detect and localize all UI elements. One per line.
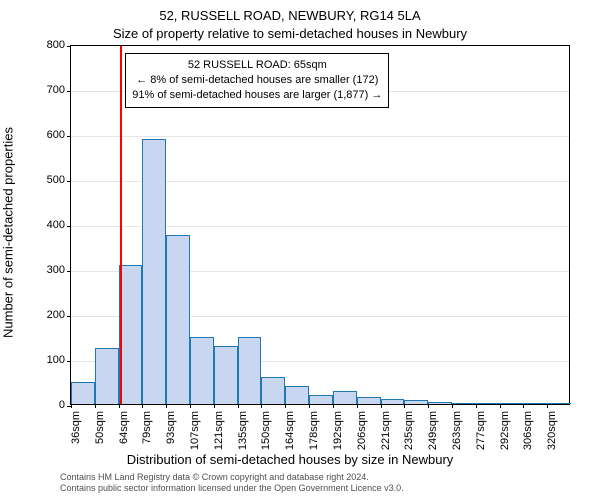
histogram-bar [71, 382, 95, 404]
xtick-mark [119, 404, 120, 408]
histogram-bar [523, 403, 547, 404]
xtick-label: 320sqm [546, 411, 558, 450]
xtick-label: 277sqm [475, 411, 487, 450]
xtick-mark [238, 404, 239, 408]
xtick-label: 64sqm [118, 411, 130, 444]
xtick-label: 164sqm [284, 411, 296, 450]
x-axis-label: Distribution of semi-detached houses by … [0, 452, 580, 467]
xtick-mark [309, 404, 310, 408]
xtick-label: 292sqm [499, 411, 511, 450]
ytick-label: 500 [15, 174, 65, 186]
histogram-bar [142, 139, 166, 405]
xtick-mark [547, 404, 548, 408]
histogram-bar [309, 395, 333, 404]
xtick-label: 206sqm [356, 411, 368, 450]
xtick-mark [500, 404, 501, 408]
xtick-mark [214, 404, 215, 408]
ytick-mark [67, 226, 71, 227]
xtick-mark [476, 404, 477, 408]
ytick-label: 800 [15, 39, 65, 51]
xtick-label: 178sqm [308, 411, 320, 450]
ytick-label: 300 [15, 264, 65, 276]
histogram-bar [95, 348, 119, 404]
histogram-bar [285, 386, 309, 404]
histogram-bar [119, 265, 143, 404]
xtick-mark [404, 404, 405, 408]
xtick-mark [357, 404, 358, 408]
histogram-bar [214, 346, 238, 405]
subject-property-marker [120, 46, 122, 404]
ytick-label: 0 [15, 399, 65, 411]
histogram-bar [547, 403, 571, 404]
annotation-line: ← 8% of semi-detached houses are smaller… [132, 73, 382, 88]
xtick-label: 249sqm [427, 411, 439, 450]
chart-title-line2: Size of property relative to semi-detach… [0, 26, 580, 41]
ytick-label: 700 [15, 84, 65, 96]
xtick-mark [523, 404, 524, 408]
annotation-line: 52 RUSSELL ROAD: 65sqm [132, 58, 382, 73]
xtick-label: 50sqm [94, 411, 106, 444]
histogram-bar [238, 337, 262, 404]
ytick-mark [67, 271, 71, 272]
ytick-label: 600 [15, 129, 65, 141]
y-axis-label: Number of semi-detached properties [1, 127, 16, 338]
gridline-h [71, 136, 569, 137]
chart-title-line1: 52, RUSSELL ROAD, NEWBURY, RG14 5LA [0, 8, 580, 23]
xtick-mark [333, 404, 334, 408]
footer-line1: Contains HM Land Registry data © Crown c… [60, 472, 590, 483]
histogram-bar [190, 337, 214, 404]
histogram-bar [357, 397, 381, 404]
xtick-mark [142, 404, 143, 408]
xtick-mark [452, 404, 453, 408]
xtick-label: 36sqm [70, 411, 82, 444]
xtick-mark [381, 404, 382, 408]
xtick-mark [71, 404, 72, 408]
ytick-mark [67, 361, 71, 362]
xtick-mark [166, 404, 167, 408]
xtick-label: 235sqm [403, 411, 415, 450]
annotation-box: 52 RUSSELL ROAD: 65sqm← 8% of semi-detac… [125, 53, 389, 108]
annotation-line: 91% of semi-detached houses are larger (… [132, 88, 382, 103]
xtick-label: 93sqm [165, 411, 177, 444]
histogram-bar [166, 235, 190, 404]
ytick-mark [67, 181, 71, 182]
ytick-label: 400 [15, 219, 65, 231]
xtick-mark [261, 404, 262, 408]
xtick-mark [428, 404, 429, 408]
histogram-bar [476, 403, 500, 404]
footer-attribution: Contains HM Land Registry data © Crown c… [60, 472, 590, 494]
histogram-bar [500, 403, 524, 404]
histogram-bar [428, 402, 452, 404]
xtick-label: 306sqm [522, 411, 534, 450]
ytick-mark [67, 91, 71, 92]
footer-line2: Contains public sector information licen… [60, 483, 590, 494]
xtick-label: 150sqm [260, 411, 272, 450]
histogram-bar [452, 403, 476, 404]
xtick-mark [285, 404, 286, 408]
xtick-label: 107sqm [189, 411, 201, 450]
xtick-label: 192sqm [332, 411, 344, 450]
ytick-mark [67, 136, 71, 137]
xtick-label: 221sqm [380, 411, 392, 450]
xtick-label: 135sqm [237, 411, 249, 450]
xtick-mark [95, 404, 96, 408]
xtick-label: 121sqm [213, 411, 225, 450]
ytick-label: 100 [15, 354, 65, 366]
histogram-bar [333, 391, 357, 405]
xtick-label: 263sqm [451, 411, 463, 450]
xtick-label: 79sqm [141, 411, 153, 444]
ytick-mark [67, 316, 71, 317]
ytick-mark [67, 46, 71, 47]
histogram-bar [381, 399, 405, 404]
xtick-mark [190, 404, 191, 408]
histogram-bar [261, 377, 285, 404]
ytick-label: 200 [15, 309, 65, 321]
histogram-bar [404, 400, 428, 405]
